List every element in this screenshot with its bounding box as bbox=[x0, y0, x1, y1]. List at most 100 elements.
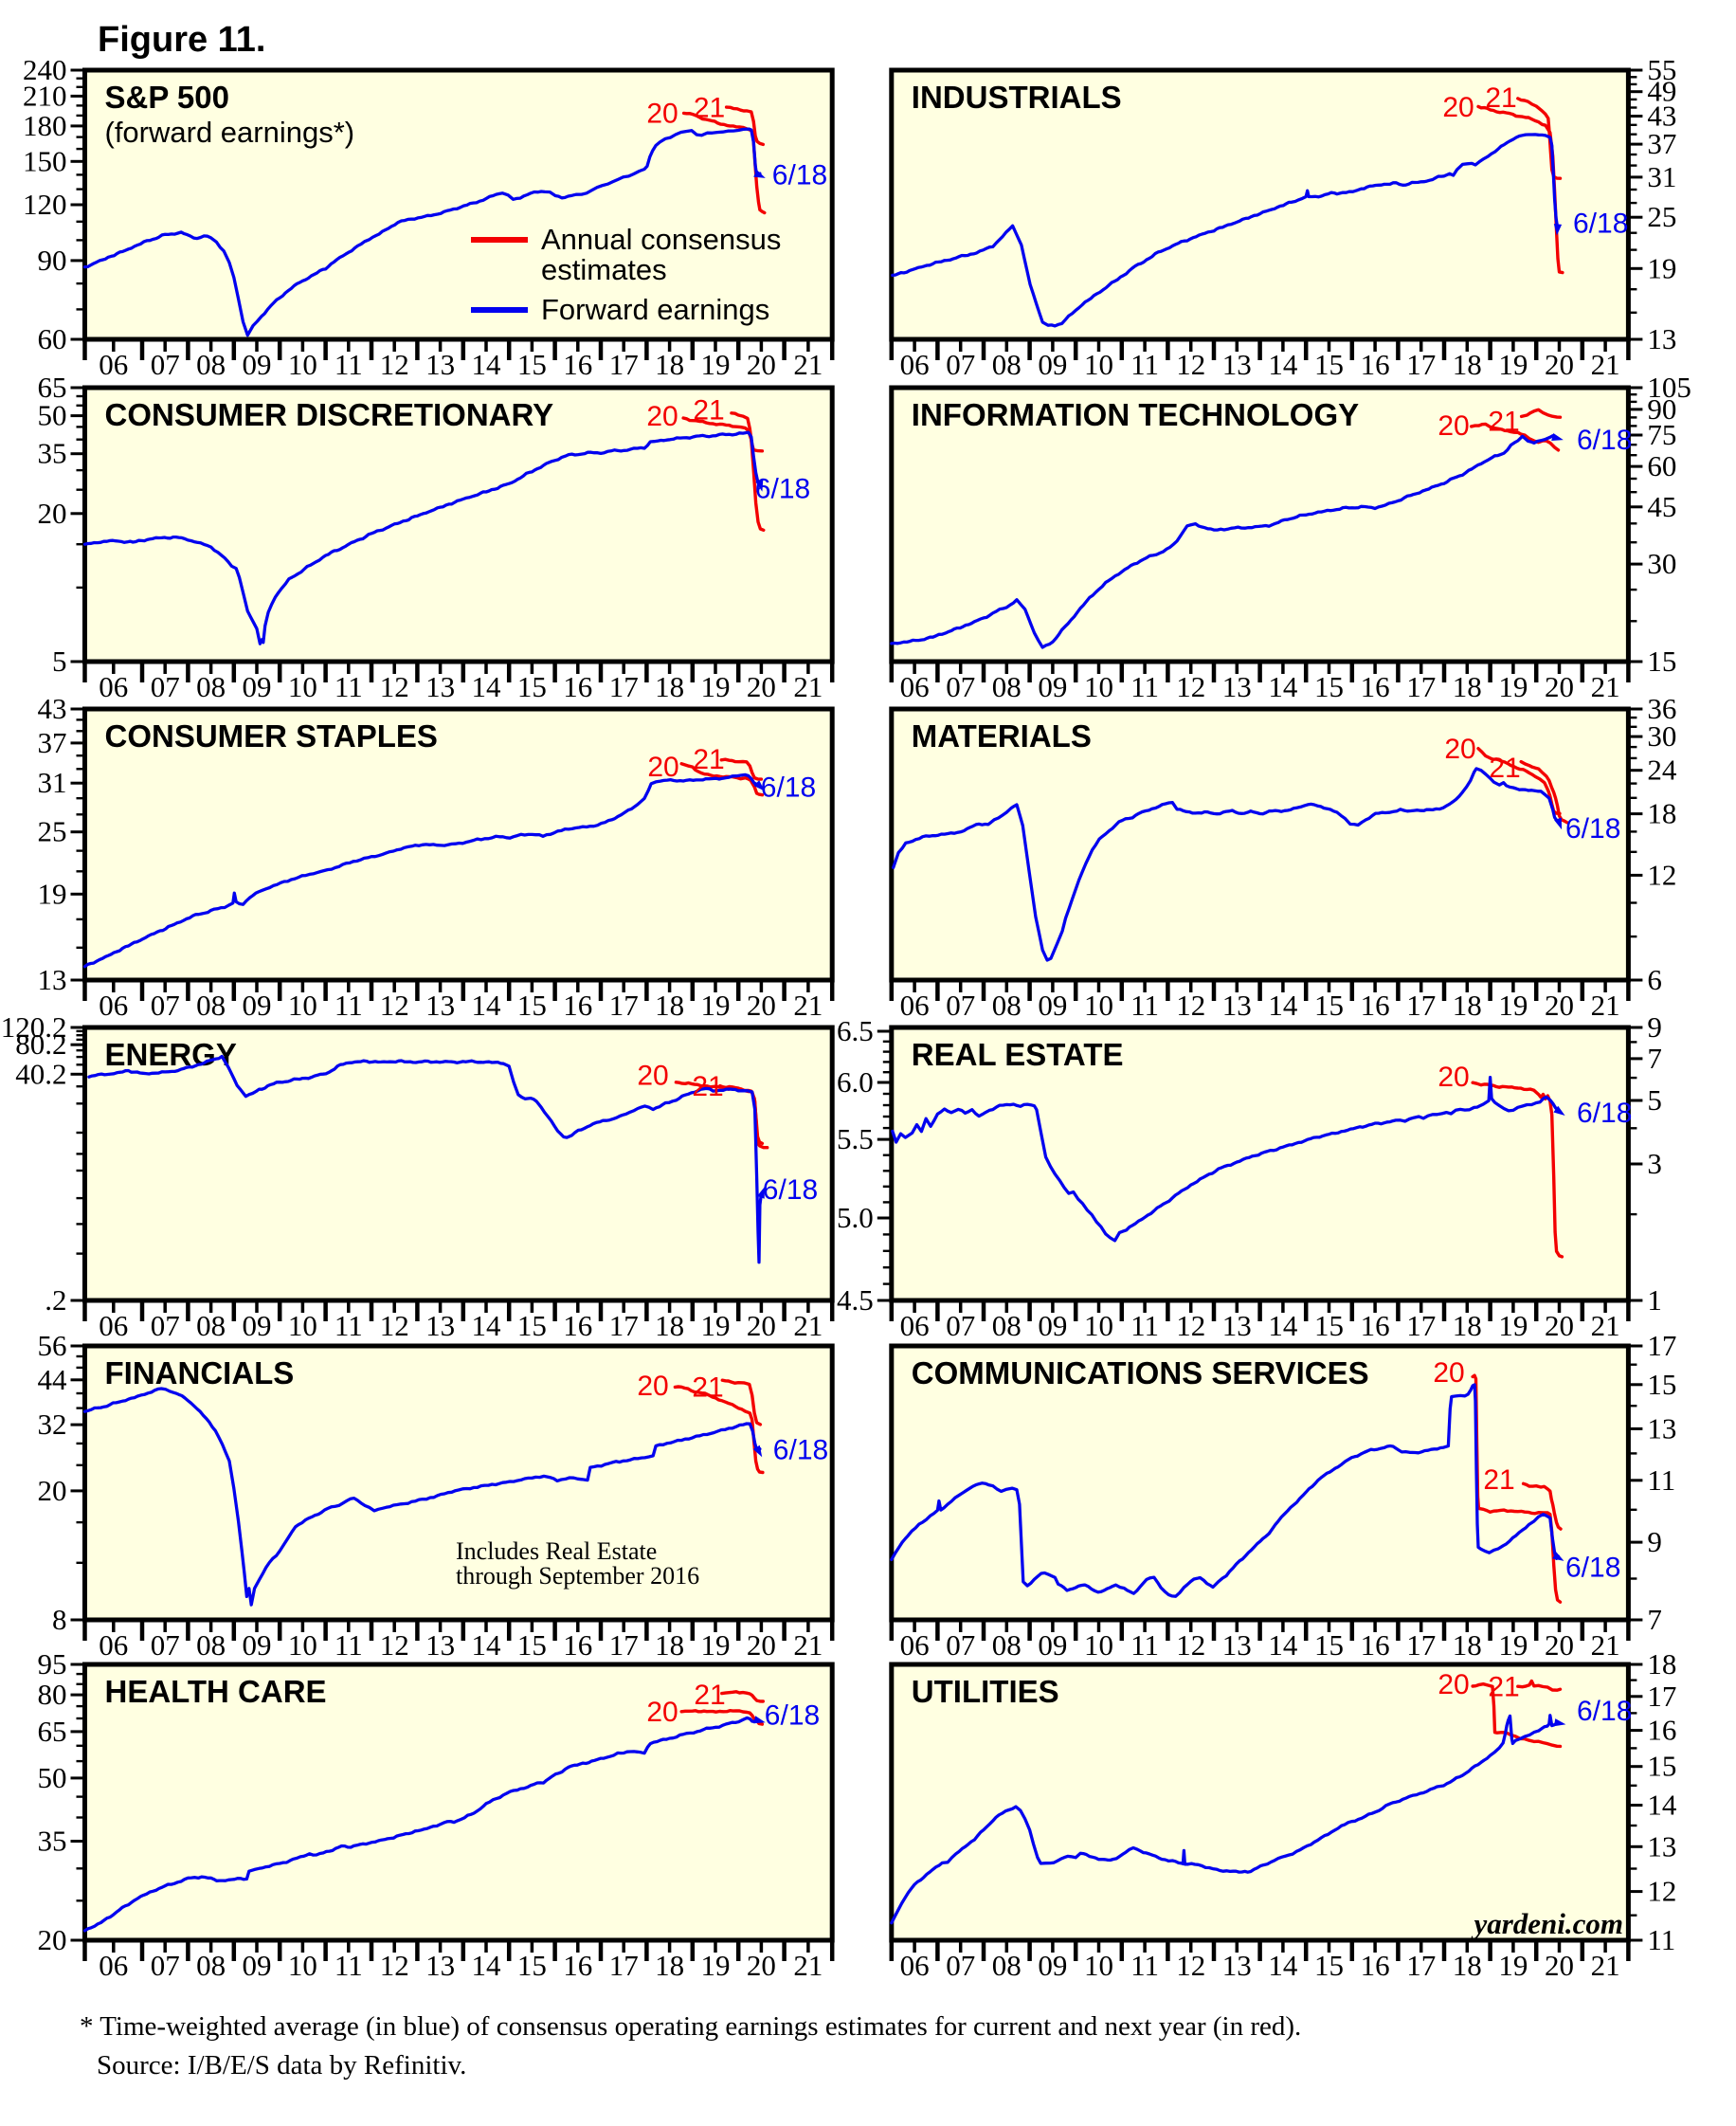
svg-text:17: 17 bbox=[1406, 1309, 1436, 1342]
svg-text:10: 10 bbox=[1084, 1949, 1113, 1982]
svg-text:6.5: 6.5 bbox=[837, 1014, 874, 1047]
svg-text:12: 12 bbox=[1176, 1309, 1205, 1342]
svg-text:6/18: 6/18 bbox=[761, 772, 816, 803]
svg-text:6/18: 6/18 bbox=[1577, 1098, 1632, 1129]
svg-text:14: 14 bbox=[472, 670, 502, 703]
svg-text:17: 17 bbox=[609, 1309, 639, 1342]
svg-text:07: 07 bbox=[151, 1628, 180, 1662]
svg-text:09: 09 bbox=[1038, 670, 1067, 703]
svg-text:20: 20 bbox=[747, 989, 776, 1022]
svg-text:20: 20 bbox=[637, 1060, 668, 1091]
svg-text:10: 10 bbox=[288, 989, 317, 1022]
svg-text:10: 10 bbox=[1084, 989, 1113, 1022]
svg-text:19: 19 bbox=[38, 877, 67, 910]
svg-text:08: 08 bbox=[196, 1949, 226, 1982]
svg-text:14: 14 bbox=[472, 1949, 502, 1982]
svg-text:10: 10 bbox=[288, 1309, 317, 1342]
svg-text:32: 32 bbox=[38, 1408, 67, 1441]
svg-text:19: 19 bbox=[701, 1309, 731, 1342]
svg-text:08: 08 bbox=[196, 1628, 226, 1662]
svg-text:15: 15 bbox=[1647, 1368, 1676, 1401]
svg-text:11: 11 bbox=[335, 348, 363, 381]
svg-text:13: 13 bbox=[1222, 1628, 1252, 1662]
svg-text:21: 21 bbox=[1488, 406, 1519, 437]
svg-text:09: 09 bbox=[243, 1309, 272, 1342]
svg-text:17: 17 bbox=[1406, 989, 1436, 1022]
svg-text:10: 10 bbox=[288, 1949, 317, 1982]
svg-text:17: 17 bbox=[1647, 1680, 1676, 1713]
svg-text:13: 13 bbox=[1647, 322, 1676, 355]
svg-text:21: 21 bbox=[692, 1071, 723, 1102]
svg-text:18: 18 bbox=[655, 989, 684, 1022]
svg-text:HEALTH CARE: HEALTH CARE bbox=[105, 1674, 327, 1709]
svg-text:6/18: 6/18 bbox=[1565, 1553, 1620, 1584]
svg-text:49: 49 bbox=[1647, 75, 1676, 108]
svg-text:45: 45 bbox=[1647, 490, 1676, 523]
svg-text:18: 18 bbox=[1453, 1949, 1482, 1982]
svg-text:07: 07 bbox=[151, 670, 180, 703]
svg-text:95: 95 bbox=[38, 1647, 67, 1681]
svg-text:16: 16 bbox=[563, 989, 592, 1022]
svg-text:21: 21 bbox=[694, 1680, 725, 1711]
svg-text:90: 90 bbox=[38, 244, 67, 277]
svg-text:120: 120 bbox=[23, 188, 67, 221]
svg-text:07: 07 bbox=[946, 1309, 975, 1342]
svg-text:6/18: 6/18 bbox=[1565, 813, 1620, 845]
svg-text:16: 16 bbox=[1647, 1714, 1676, 1747]
svg-text:16: 16 bbox=[563, 1309, 592, 1342]
svg-text:19: 19 bbox=[1498, 989, 1528, 1022]
svg-text:19: 19 bbox=[1647, 251, 1676, 284]
svg-text:19: 19 bbox=[1498, 348, 1528, 381]
svg-text:06: 06 bbox=[900, 1949, 930, 1982]
svg-text:20: 20 bbox=[1545, 989, 1574, 1022]
svg-text:14: 14 bbox=[1268, 670, 1298, 703]
svg-text:21: 21 bbox=[793, 989, 823, 1022]
svg-text:21: 21 bbox=[693, 395, 724, 427]
svg-text:MATERIALS: MATERIALS bbox=[912, 718, 1092, 754]
svg-text:21: 21 bbox=[793, 1628, 823, 1662]
svg-text:15: 15 bbox=[517, 1949, 547, 1982]
svg-text:09: 09 bbox=[1038, 1949, 1067, 1982]
svg-text:20: 20 bbox=[38, 497, 67, 530]
svg-text:11: 11 bbox=[1130, 1628, 1159, 1662]
svg-text:5.5: 5.5 bbox=[837, 1122, 874, 1155]
svg-text:12: 12 bbox=[380, 1949, 409, 1982]
svg-text:19: 19 bbox=[1498, 670, 1528, 703]
svg-text:44: 44 bbox=[38, 1363, 68, 1396]
svg-text:Annual consensus: Annual consensus bbox=[541, 223, 781, 256]
svg-text:Source: I/B/E/S data by Refini: Source: I/B/E/S data by Refinitiv. bbox=[97, 2050, 466, 2081]
svg-text:13: 13 bbox=[425, 1628, 455, 1662]
svg-text:75: 75 bbox=[1647, 418, 1676, 451]
svg-text:12: 12 bbox=[380, 989, 409, 1022]
svg-text:21: 21 bbox=[793, 1309, 823, 1342]
svg-text:21: 21 bbox=[692, 1372, 723, 1403]
svg-text:12: 12 bbox=[1176, 1628, 1205, 1662]
svg-text:15: 15 bbox=[1314, 1949, 1344, 1982]
svg-text:18: 18 bbox=[1453, 670, 1482, 703]
svg-text:7: 7 bbox=[1647, 1603, 1662, 1636]
svg-text:15: 15 bbox=[1314, 1309, 1344, 1342]
svg-text:18: 18 bbox=[1647, 797, 1676, 830]
svg-text:.2: .2 bbox=[45, 1283, 66, 1317]
svg-text:20: 20 bbox=[747, 1628, 776, 1662]
svg-text:06: 06 bbox=[99, 989, 128, 1022]
svg-text:ENERGY: ENERGY bbox=[105, 1037, 237, 1072]
svg-text:11: 11 bbox=[1130, 989, 1159, 1022]
svg-text:1: 1 bbox=[1647, 1283, 1662, 1317]
svg-text:18: 18 bbox=[655, 1949, 684, 1982]
svg-text:80.2: 80.2 bbox=[15, 1027, 66, 1061]
svg-text:08: 08 bbox=[992, 989, 1022, 1022]
svg-text:06: 06 bbox=[900, 989, 930, 1022]
svg-text:20: 20 bbox=[1545, 348, 1574, 381]
svg-text:80: 80 bbox=[38, 1678, 67, 1711]
svg-text:11: 11 bbox=[335, 1309, 363, 1342]
svg-text:17: 17 bbox=[609, 1628, 639, 1662]
svg-text:3: 3 bbox=[1647, 1147, 1662, 1180]
svg-text:07: 07 bbox=[151, 989, 180, 1022]
svg-text:150: 150 bbox=[23, 144, 67, 177]
svg-text:30: 30 bbox=[1647, 547, 1676, 580]
svg-text:06: 06 bbox=[900, 1628, 930, 1662]
svg-text:20: 20 bbox=[1545, 1949, 1574, 1982]
svg-text:19: 19 bbox=[701, 1949, 731, 1982]
svg-text:17: 17 bbox=[1406, 670, 1436, 703]
